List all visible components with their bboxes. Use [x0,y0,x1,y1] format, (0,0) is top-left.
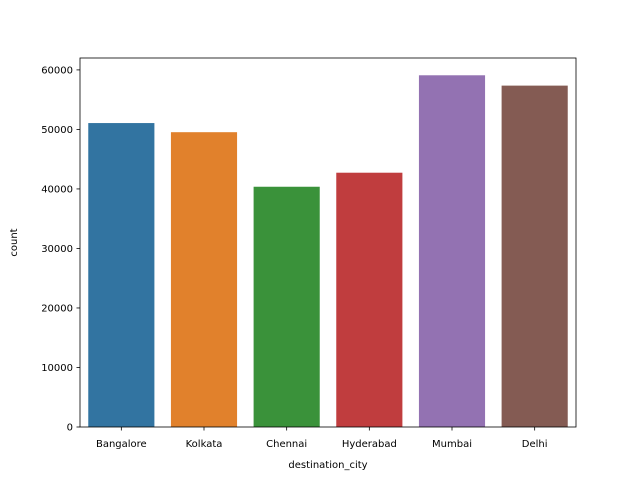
bar-hyderabad [336,172,403,427]
x-tick-label-chennai: Chennai [266,439,307,450]
x-axis-label: destination_city [288,460,367,471]
y-axis-label: count [9,228,20,256]
bar-delhi [501,85,568,428]
bar-mumbai [418,75,486,428]
x-tick-label-kolkata: Kolkata [186,439,223,450]
x-tick-label-mumbai: Mumbai [432,439,472,450]
y-tick-label: 60000 [41,65,73,76]
x-axis-ticks: Bangalore Kolkata Chennai Hyderabad Mumbai De… [96,427,548,450]
bar-kolkata [170,132,238,427]
y-axis-ticks: 0 10000 20000 30000 40000 50000 60000 [41,65,80,434]
y-tick-label: 20000 [41,303,73,314]
y-tick-label: 30000 [41,244,73,255]
y-tick-label: 40000 [41,184,73,195]
plot-frame [79,57,577,428]
bars-group [88,75,568,428]
x-tick-label-bangalore: Bangalore [96,439,147,450]
x-tick-label-delhi: Delhi [522,439,548,450]
bar-chennai [253,186,320,427]
bar-bangalore [88,123,155,427]
y-tick-label: 10000 [41,363,73,374]
y-tick-label: 50000 [41,125,73,136]
y-tick-label: 0 [67,423,73,434]
x-tick-label-hyderabad: Hyderabad [342,439,397,450]
